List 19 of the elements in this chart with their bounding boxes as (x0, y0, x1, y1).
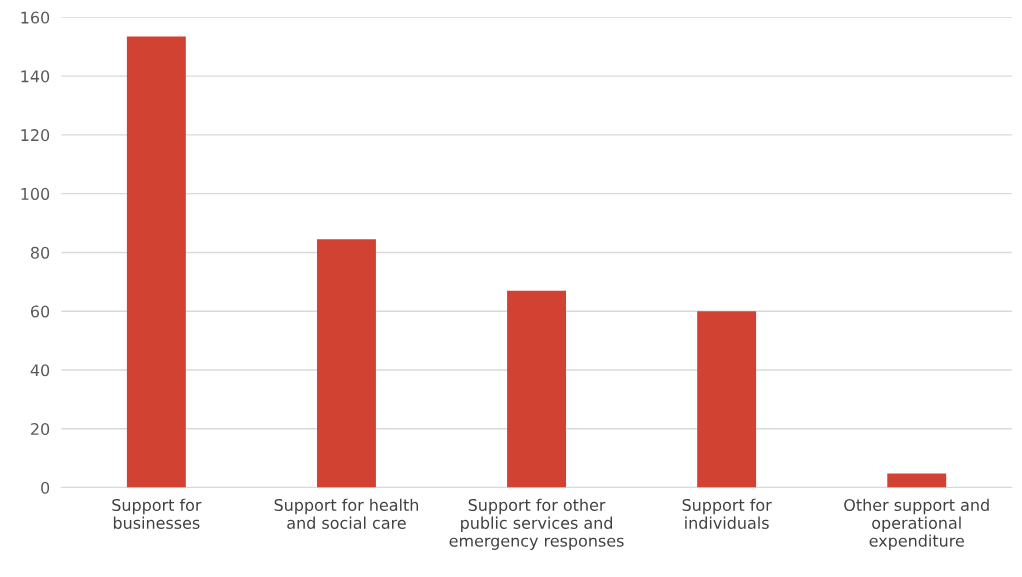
x-tick-label: Support for other public services and emergency responses (449, 498, 624, 550)
y-tick-label: 120 (21, 129, 50, 142)
y-tick-label: 100 (21, 187, 50, 200)
bar (887, 473, 947, 488)
y-tick-label: 60 (31, 305, 50, 318)
x-tick-label: Support for health and social care (274, 498, 419, 529)
y-tick-label: 160 (21, 11, 50, 24)
x-tick-label: Support for businesses (112, 498, 202, 529)
x-tick-label: Support for individuals (682, 498, 772, 529)
bar (507, 290, 567, 488)
bar (697, 311, 757, 488)
bar (126, 36, 186, 488)
bar (316, 239, 376, 488)
y-tick-label: 140 (21, 70, 50, 83)
x-tick-label: Other support and operational expenditure (844, 498, 989, 550)
y-tick-label: 40 (30, 364, 50, 377)
y-tick-label: 80 (30, 246, 50, 259)
y-tick-label: 0 (41, 481, 50, 494)
y-tick-label: 20 (31, 423, 50, 436)
